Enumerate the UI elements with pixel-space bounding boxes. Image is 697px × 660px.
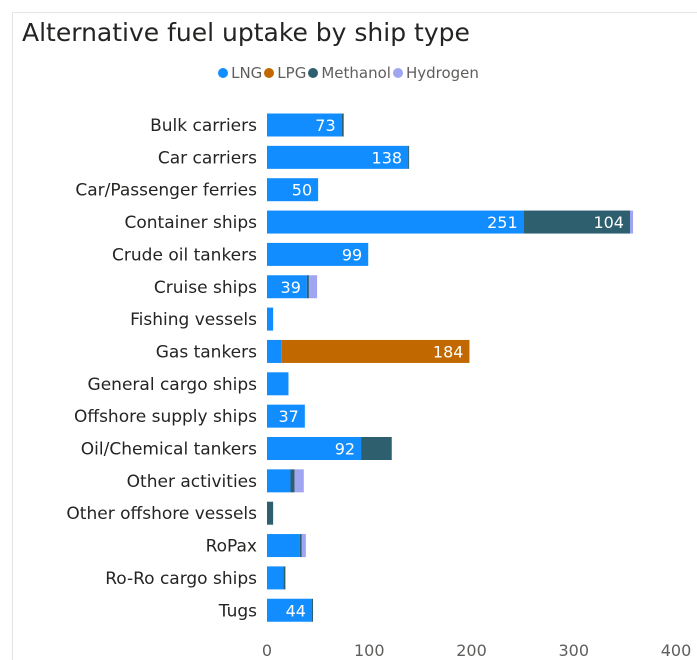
- chart-title: Alternative fuel uptake by ship type: [22, 18, 470, 47]
- category-label-car-passenger-ferries: Car/Passenger ferries: [75, 181, 257, 201]
- bar-oil-chemical-tankers-methanol[interactable]: [361, 437, 392, 460]
- legend-marker-lpg: [264, 68, 275, 78]
- data-label-gas-tankers-lpg: 184: [433, 342, 464, 361]
- bar-other-offshore-vessels-methanol[interactable]: [267, 501, 274, 525]
- legend-item-lng[interactable]: LNG: [218, 64, 262, 82]
- bar-ropax-lng[interactable]: [267, 534, 300, 558]
- data-label-container-ships-lng: 251: [487, 213, 518, 232]
- data-label-car-carriers-lng: 138: [372, 148, 403, 167]
- bar-bulk-carriers-lng[interactable]: [267, 113, 342, 137]
- bar-other-activities-hydrogen[interactable]: [294, 469, 304, 493]
- bar-ropax-hydrogen[interactable]: [301, 534, 306, 558]
- category-label-oil-chemical-tankers: Oil/Chemical tankers: [81, 440, 257, 460]
- x-tick-label-200: 200: [456, 641, 487, 659]
- bar-car-carriers-methanol[interactable]: [408, 145, 410, 169]
- bar-gas-tankers-lng[interactable]: [267, 339, 282, 363]
- bar-gas-tankers-lpg[interactable]: [281, 339, 470, 363]
- data-label-oil-chemical-tankers-lng: 92: [335, 440, 355, 459]
- data-label-container-ships-methanol: 104: [593, 213, 624, 232]
- bar-tugs-methanol[interactable]: [311, 598, 314, 622]
- bar-car-carriers-lng[interactable]: [267, 145, 409, 169]
- bar-oil-chemical-tankers-lng[interactable]: [267, 437, 362, 460]
- category-label-fishing-vessels: Fishing vessels: [130, 310, 257, 330]
- x-tick-label-300: 300: [558, 641, 589, 659]
- bar-other-activities-lng[interactable]: [267, 469, 291, 493]
- legend-item-methanol[interactable]: Methanol: [308, 64, 391, 82]
- data-label-tugs-lng: 44: [286, 601, 306, 620]
- chart-legend: LNG LPG Methanol Hydrogen: [0, 64, 697, 84]
- data-label-offshore-supply-ships-lng: 37: [278, 407, 298, 426]
- category-label-general-cargo-ships: General cargo ships: [88, 375, 258, 395]
- category-label-ropax: RoPax: [206, 537, 257, 557]
- data-label-car-passenger-ferries-lng: 50: [292, 181, 312, 200]
- legend-marker-methanol: [308, 68, 319, 78]
- legend-marker-lng: [218, 68, 229, 78]
- data-label-bulk-carriers-lng: 73: [315, 116, 335, 135]
- category-label-tugs: Tugs: [218, 601, 257, 621]
- legend-label-methanol: Methanol: [321, 64, 391, 82]
- bar-bulk-carriers-methanol[interactable]: [341, 113, 344, 137]
- bar-car-passenger-ferries-lng[interactable]: [267, 178, 319, 202]
- bar-container-ships-lng[interactable]: [267, 210, 524, 234]
- x-tick-label-400: 400: [661, 641, 692, 659]
- legend-item-hydrogen[interactable]: Hydrogen: [392, 64, 479, 82]
- legend-item-lpg[interactable]: LPG: [264, 64, 306, 82]
- bar-cruise-ships-methanol[interactable]: [306, 275, 309, 299]
- legend-label-lpg: LPG: [277, 64, 307, 82]
- category-label-other-offshore-vessels: Other offshore vessels: [66, 504, 257, 524]
- bar-other-activities-methanol[interactable]: [290, 469, 295, 493]
- bar-general-cargo-ships-lng[interactable]: [267, 372, 289, 396]
- x-tick-label-100: 100: [354, 641, 385, 659]
- bar-crude-oil-tankers-lng[interactable]: [267, 242, 369, 266]
- bar-cruise-ships-lng[interactable]: [267, 275, 307, 299]
- category-label-car-carriers: Car carriers: [158, 148, 257, 168]
- bar-offshore-supply-ships-lng[interactable]: [267, 404, 305, 428]
- bar-ro-ro-cargo-ships-methanol[interactable]: [283, 566, 286, 590]
- chart-card: [12, 12, 697, 660]
- category-label-cruise-ships: Cruise ships: [154, 278, 257, 298]
- bar-container-ships-methanol[interactable]: [523, 210, 630, 234]
- category-label-bulk-carriers: Bulk carriers: [150, 116, 257, 136]
- bar-fishing-vessels-lng[interactable]: [267, 307, 274, 331]
- data-label-crude-oil-tankers-lng: 99: [342, 245, 362, 264]
- legend-label-hydrogen: Hydrogen: [405, 64, 479, 82]
- bar-cruise-ships-hydrogen[interactable]: [308, 275, 318, 299]
- category-label-crude-oil-tankers: Crude oil tankers: [112, 245, 257, 265]
- category-label-offshore-supply-ships: Offshore supply ships: [74, 407, 257, 427]
- x-tick-label-0: 0: [262, 641, 272, 659]
- bar-tugs-lng[interactable]: [267, 598, 312, 622]
- category-label-ro-ro-cargo-ships: Ro-Ro cargo ships: [105, 569, 257, 589]
- category-label-container-ships: Container ships: [125, 213, 258, 233]
- data-label-cruise-ships-lng: 39: [281, 278, 301, 297]
- bar-container-ships-hydrogen[interactable]: [629, 210, 634, 234]
- legend-marker-hydrogen: [392, 68, 403, 78]
- category-label-gas-tankers: Gas tankers: [156, 342, 257, 362]
- category-label-other-activities: Other activities: [127, 472, 257, 492]
- bar-ropax-methanol[interactable]: [299, 534, 302, 558]
- legend-label-lng: LNG: [231, 64, 263, 82]
- bar-ro-ro-cargo-ships-lng[interactable]: [267, 566, 284, 590]
